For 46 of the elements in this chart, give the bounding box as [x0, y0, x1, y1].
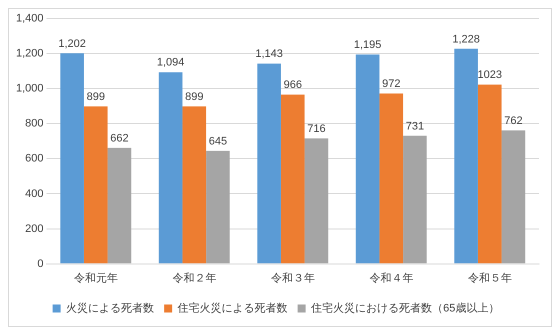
x-tick-label: 令和２年: [172, 271, 216, 284]
legend-label: 住宅火災における死者数（65歳以上）: [311, 302, 500, 315]
bar: [158, 72, 182, 264]
data-label: 899: [185, 90, 204, 103]
bar: [403, 136, 427, 264]
x-tick-label: 令和４年: [369, 271, 414, 284]
bar: [108, 148, 132, 264]
legend-label: 住宅火災による死者数: [178, 302, 288, 315]
y-tick-label: 1,200: [16, 48, 44, 60]
y-tick-label: 0: [37, 258, 44, 270]
data-label: 966: [284, 79, 302, 92]
x-tick-label: 令和５年: [468, 271, 512, 284]
y-tick-label: 800: [25, 118, 44, 130]
bar: [478, 84, 502, 264]
bar: [84, 106, 108, 264]
bar: [182, 106, 206, 264]
data-label: 645: [208, 135, 228, 148]
data-label: 1023: [478, 69, 502, 82]
bar: [257, 64, 281, 264]
bar: [356, 54, 380, 264]
y-tick-label: 600: [25, 152, 44, 165]
data-label: 972: [382, 78, 400, 90]
bar: [502, 130, 526, 264]
data-label: 716: [307, 122, 326, 135]
data-label: 1,195: [354, 39, 382, 52]
bar: [454, 48, 478, 264]
data-label: 899: [86, 90, 105, 103]
bar: [379, 94, 404, 264]
y-tick-label: 200: [25, 222, 44, 235]
bar: [60, 53, 84, 264]
data-label: 662: [110, 132, 129, 144]
y-tick-label: 1,400: [16, 12, 44, 25]
bar: [304, 138, 328, 264]
data-label: 1,202: [58, 38, 86, 50]
data-label: 1,228: [452, 33, 480, 46]
data-label: 731: [406, 120, 424, 132]
data-label: 762: [504, 114, 523, 127]
x-tick-label: 令和３年: [270, 271, 315, 284]
bar: [280, 94, 305, 264]
legend-label: 火災による死者数: [66, 302, 154, 315]
data-label: 1,143: [255, 48, 283, 60]
x-tick-label: 令和元年: [74, 271, 118, 284]
bar: [206, 150, 230, 264]
data-label: 1,094: [156, 56, 184, 69]
y-tick-label: 400: [25, 188, 44, 200]
y-tick-label: 1,000: [16, 82, 44, 95]
